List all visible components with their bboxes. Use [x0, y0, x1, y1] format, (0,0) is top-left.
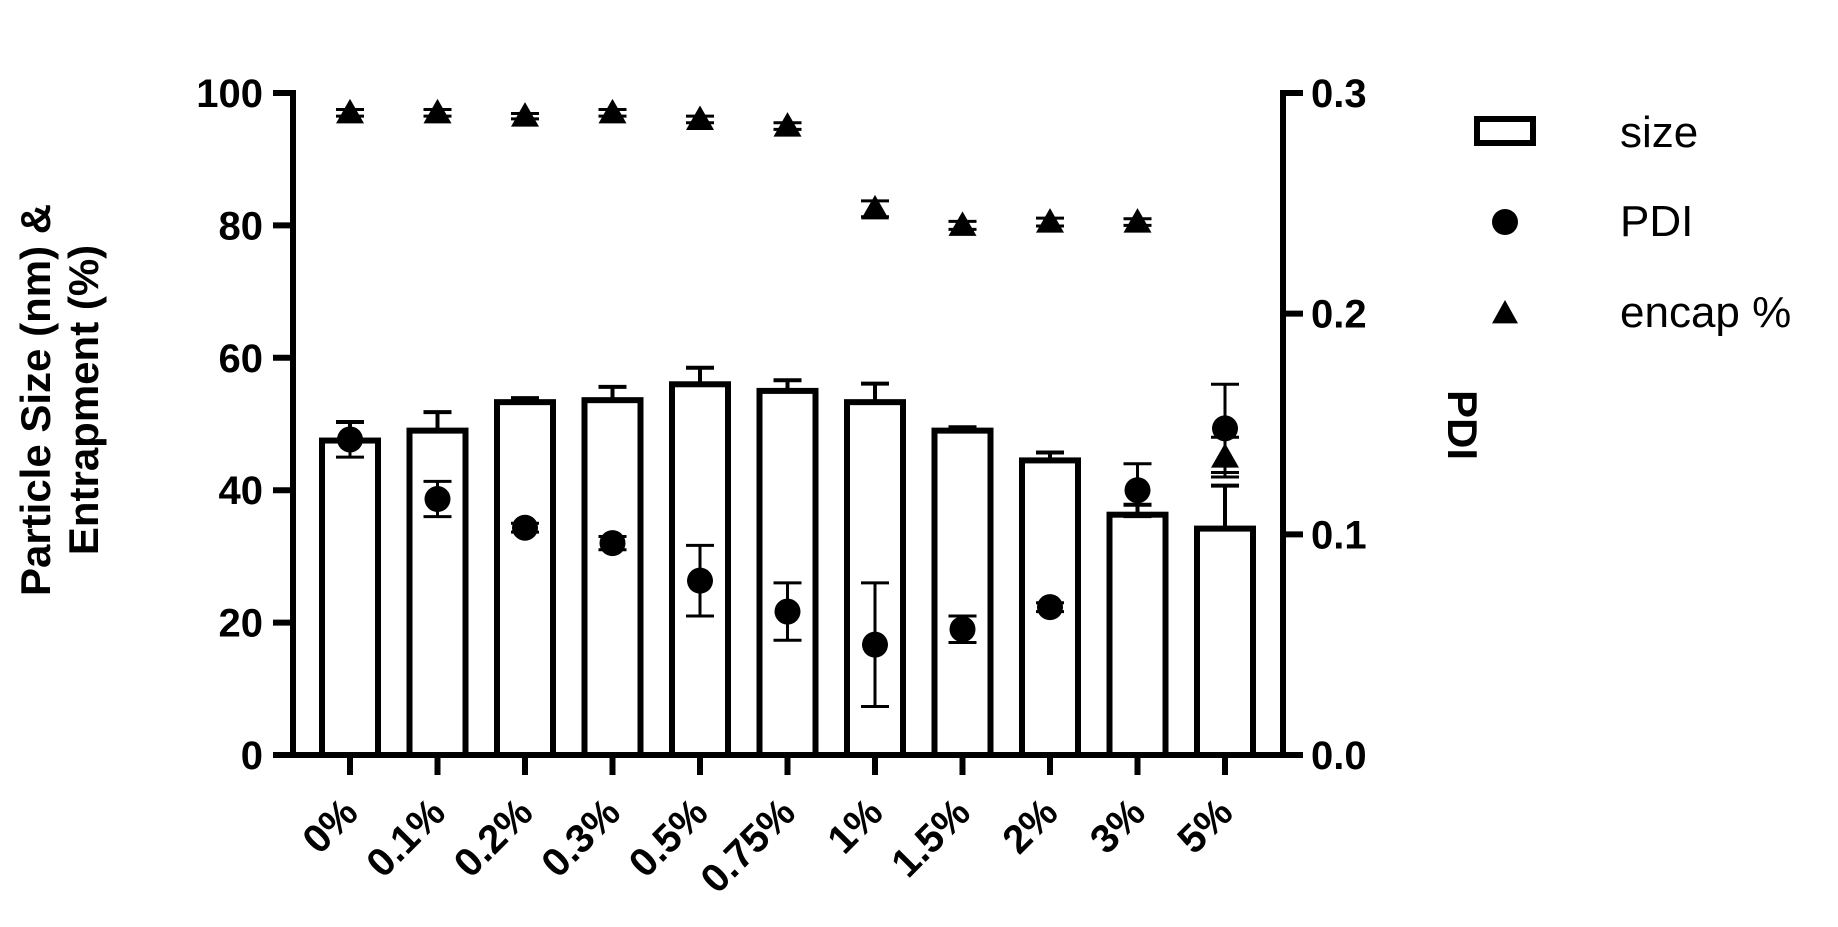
pdi-point — [512, 515, 538, 541]
left-tick-label: 80 — [219, 204, 264, 248]
x-tick-label: 5% — [1169, 790, 1241, 862]
legend-pdi-label: PDI — [1620, 197, 1693, 246]
legend-pdi-swatch — [1492, 209, 1518, 235]
pdi-point — [600, 530, 626, 556]
encap-point — [336, 99, 364, 124]
pdi-point — [425, 486, 451, 512]
pdi-point — [862, 632, 888, 658]
encap-point — [774, 112, 802, 137]
right-tick-label: 0.0 — [1311, 734, 1367, 778]
left-tick-label: 100 — [196, 72, 263, 116]
x-tick-label: 0.2% — [446, 790, 542, 886]
legend-encap-label: encap % — [1620, 288, 1791, 337]
plot-area: 0 20 40 60 80 100 0.0 0.1 0.2 0.3 0%0.1%0.2%0.3% 0.… — [196, 72, 1366, 902]
encap-point — [599, 99, 627, 124]
left-tick-label: 60 — [219, 337, 264, 381]
x-tick-label: 0.3% — [533, 790, 629, 886]
size-bar — [585, 400, 641, 755]
pdi-point — [687, 568, 713, 594]
size-bar — [1197, 529, 1253, 755]
left-tick-label: 40 — [219, 469, 264, 513]
left-axis-title-line1: Particle Size (nm) & — [12, 204, 59, 596]
size-bar — [760, 391, 816, 755]
encap-point — [1036, 208, 1064, 233]
legend-size-swatch — [1477, 119, 1533, 143]
size-bar — [497, 402, 553, 755]
encap-point — [1211, 443, 1239, 468]
right-tick-label: 0.1 — [1311, 513, 1367, 557]
right-tick-label: 0.2 — [1311, 293, 1367, 337]
left-tick-label: 20 — [219, 602, 264, 646]
pdi-point — [775, 599, 801, 625]
encap-point — [1124, 208, 1152, 233]
legend-encap-swatch — [1492, 300, 1518, 323]
size-bar — [322, 441, 378, 755]
right-tick-label: 0.3 — [1311, 72, 1367, 116]
legend: size PDI encap % — [1477, 108, 1791, 337]
right-axis-title: PDI — [1439, 390, 1486, 460]
x-tick-label: 1.5% — [883, 790, 979, 886]
pdi-point — [337, 426, 363, 452]
x-tick-label: 0.1% — [358, 790, 454, 886]
pdi-point — [1037, 594, 1063, 620]
x-tick-label: 1% — [819, 790, 891, 862]
size-bar — [935, 431, 991, 755]
size-bar — [1110, 515, 1166, 755]
x-tick-label: 0.75% — [693, 790, 804, 901]
x-tick-label: 2% — [994, 790, 1066, 862]
pdi-point — [1125, 477, 1151, 503]
encap-point — [861, 195, 889, 220]
x-tick-label: 0% — [294, 790, 366, 862]
encap-point — [686, 105, 714, 129]
size-bar — [410, 431, 466, 755]
legend-size-label: size — [1620, 108, 1698, 157]
left-tick-label: 0 — [241, 734, 263, 778]
encap-point — [949, 211, 977, 236]
x-tick-label: 3% — [1082, 790, 1154, 862]
left-axis-title-line2: Entrapment (%) — [60, 245, 107, 555]
encap-point — [424, 99, 452, 124]
pdi-point — [950, 616, 976, 642]
